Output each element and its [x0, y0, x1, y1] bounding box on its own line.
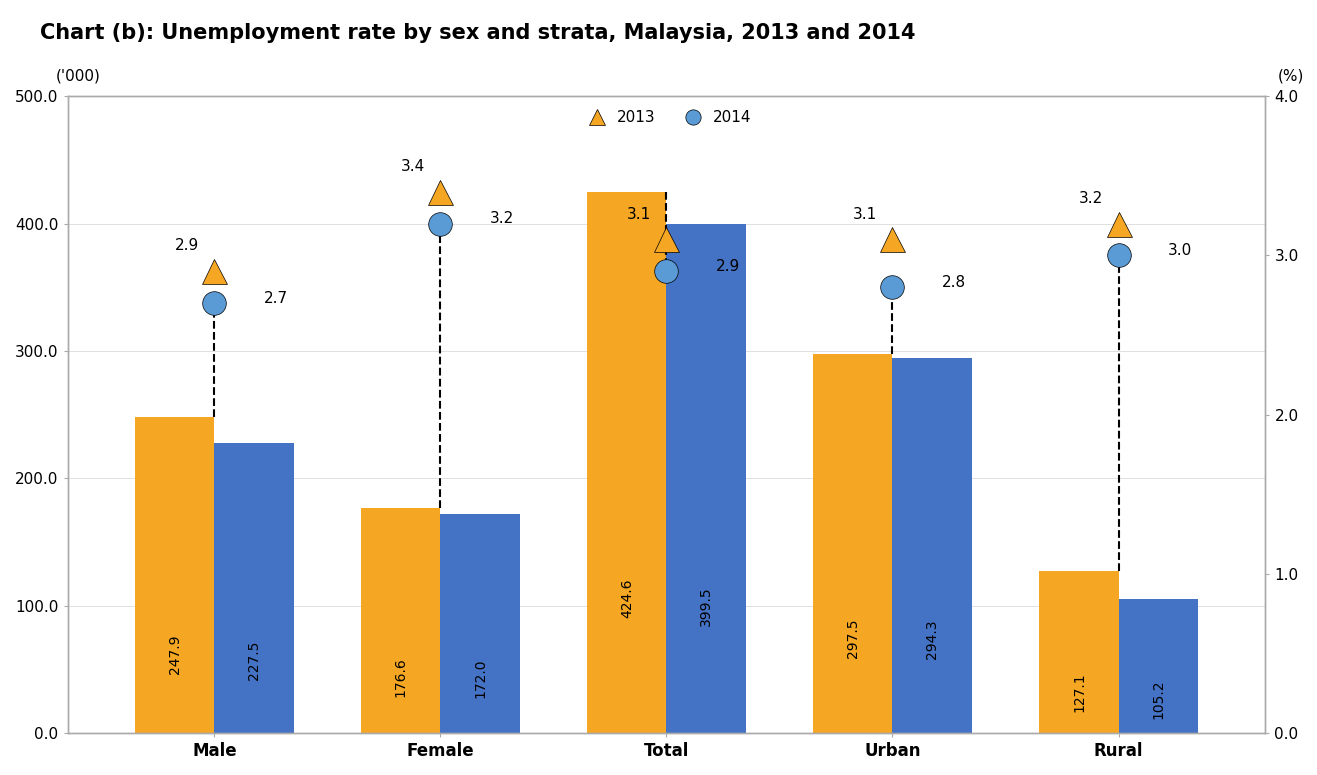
Text: ('000): ('000)	[55, 68, 100, 84]
Text: 294.3: 294.3	[925, 619, 939, 659]
Text: (%): (%)	[1277, 68, 1304, 84]
Bar	[587, 192, 666, 733]
Text: 399.5: 399.5	[699, 586, 712, 625]
Text: 3.2: 3.2	[490, 211, 515, 226]
Text: 3.1: 3.1	[853, 207, 877, 222]
Text: 227.5: 227.5	[248, 641, 261, 680]
Text: 172.0: 172.0	[473, 659, 487, 698]
Text: 3.4: 3.4	[402, 159, 425, 174]
Bar	[1118, 599, 1197, 733]
Legend: 2013, 2014: 2013, 2014	[576, 104, 757, 131]
Text: 2.9: 2.9	[175, 239, 199, 253]
Text: 424.6: 424.6	[620, 578, 633, 618]
Bar	[440, 514, 520, 733]
Bar	[215, 443, 294, 733]
Bar	[814, 354, 893, 733]
Text: 176.6: 176.6	[394, 657, 408, 697]
Bar	[666, 224, 745, 733]
Text: 247.9: 247.9	[167, 634, 182, 673]
Text: 2.9: 2.9	[716, 259, 740, 274]
Text: 2.8: 2.8	[942, 274, 967, 290]
Text: Chart (b): Unemployment rate by sex and strata, Malaysia, 2013 and 2014: Chart (b): Unemployment rate by sex and …	[40, 23, 915, 43]
Text: 3.1: 3.1	[627, 207, 652, 222]
Bar	[361, 508, 440, 733]
Text: 297.5: 297.5	[846, 618, 860, 658]
Text: 3.0: 3.0	[1168, 243, 1192, 258]
Text: 127.1: 127.1	[1072, 673, 1087, 712]
Text: 105.2: 105.2	[1151, 680, 1166, 719]
Bar	[1039, 571, 1118, 733]
Bar	[893, 358, 972, 733]
Text: 2.7: 2.7	[265, 291, 288, 305]
Bar	[136, 417, 215, 733]
Text: 3.2: 3.2	[1079, 191, 1104, 205]
